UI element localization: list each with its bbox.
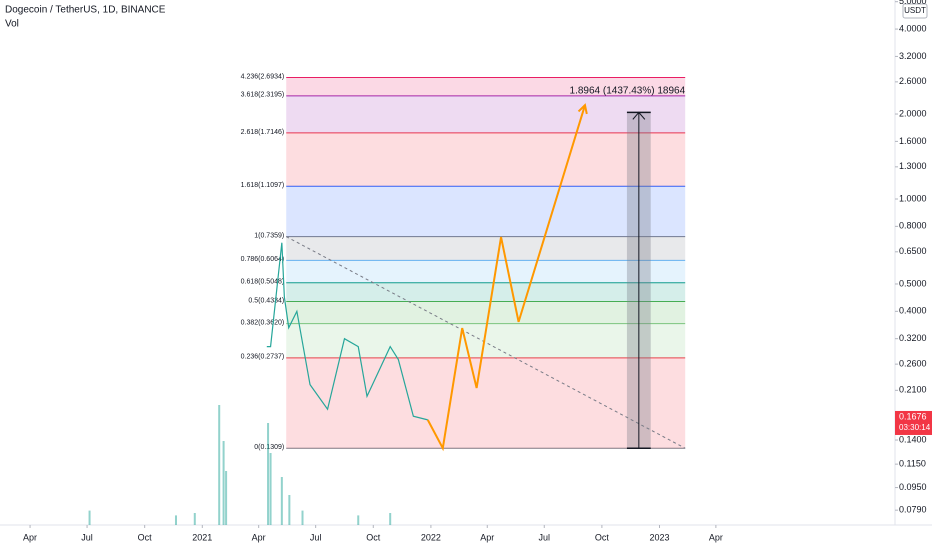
volume-bar [222,441,225,525]
x-tick-label: Jul [81,532,93,542]
x-tick-label: 2022 [421,532,441,542]
fib-band [286,236,686,261]
unit-box[interactable] [902,3,928,19]
x-tick-label: Apr [23,532,37,542]
y-tick-label: 2.6000 [899,76,927,86]
x-tick-label: Apr [709,532,723,542]
volume-label: Vol [5,19,19,30]
fib-band [286,77,686,96]
fib-band [286,132,686,187]
y-tick-label: 0.2600 [899,359,927,369]
fib-band [286,95,686,133]
fib-label: 2.618(1.7146) [241,129,285,136]
fib-band [286,301,686,324]
plot: 0(0.1309) 0.236(0.2737) 0.382(0.3620) 0.5(0… [88,73,686,525]
unit-label[interactable]: USDT [904,6,926,15]
x-tick-label: 2023 [649,532,669,542]
y-tick-label: 1.6000 [899,136,927,146]
fib-label: 0.786(0.6064) [241,256,285,263]
volume-bar [174,515,177,525]
price-axis: 5.0000 4.0000 3.2000 2.6000 2.0000 1.6000 1.30… [23,0,926,542]
price-line [426,104,586,452]
arrow-head [577,103,588,115]
y-tick-label: 1.0000 [899,193,927,203]
measure-arrow [632,111,646,449]
x-tick-label: Jul [310,532,322,542]
countdown-label: 03:30:14 [899,423,931,432]
y-tick-label: 0.5000 [899,278,927,288]
y-tick-label: 0.3200 [899,333,927,343]
fib-band [286,357,686,449]
volume-bar [280,477,283,525]
fib-label: 0.236(0.2737) [241,354,285,361]
measure-label: 1.8964 (1437.43%) 18964 [570,86,686,97]
volume-bar [88,510,91,525]
fib-label: 4.236(2.6934) [241,73,285,80]
price-tag [895,410,932,435]
y-tick-label: 0.6500 [899,246,927,256]
volume-bar [288,495,291,525]
price-tag-label: 0.1676 [899,411,927,421]
volume-bar [389,513,392,525]
y-tick-label: 0.0790 [899,505,927,515]
volume-bar [357,515,360,525]
x-tick-label: 2021 [192,532,212,542]
y-tick-label: 0.4000 [899,306,927,316]
y-tick-label: 4.0000 [899,23,927,33]
y-tick-label: 5.0000 [899,0,927,6]
y-tick-label: 1.3000 [899,161,927,171]
y-tick-label: 0.0950 [899,482,927,492]
fib-label: 1(0.7359) [254,232,284,239]
x-tick-label: Apr [480,532,494,542]
y-tick-label: 0.8000 [899,221,927,231]
price-line [266,242,428,421]
volume-bar [267,423,270,525]
fib-label: 3.618(2.3195) [241,92,285,99]
fib-label: 0(0.1309) [254,444,284,451]
x-tick-label: Jul [539,532,551,542]
chart-title: Dogecoin / TetherUS, 1D, BINANCE [5,5,166,16]
y-tick-label: 0.1400 [899,434,927,444]
fib-band [286,260,686,283]
y-tick-label: 3.2000 [899,51,927,61]
fib-band [286,186,686,237]
y-tick-label: 0.1150 [899,459,926,469]
x-tick-label: Oct [366,532,381,542]
fib-label: 0.618(0.5048) [241,279,285,286]
volume-bar [301,510,304,525]
x-tick-label: Oct [595,532,610,542]
volume-bar [193,513,196,525]
y-tick-label: 0.2100 [899,385,927,395]
fib-band [286,282,686,302]
volume-bar [225,471,228,525]
volume-bar [218,405,221,525]
volume-bar [269,453,272,525]
fib-label: 0.382(0.3620) [241,319,285,326]
x-tick-label: Apr [252,532,266,542]
x-tick-label: Oct [138,532,153,542]
y-tick-label: 2.0000 [899,108,927,118]
fib-label: 1.618(1.1097) [241,182,285,189]
fib-label: 0.5(0.4334) [248,297,284,304]
